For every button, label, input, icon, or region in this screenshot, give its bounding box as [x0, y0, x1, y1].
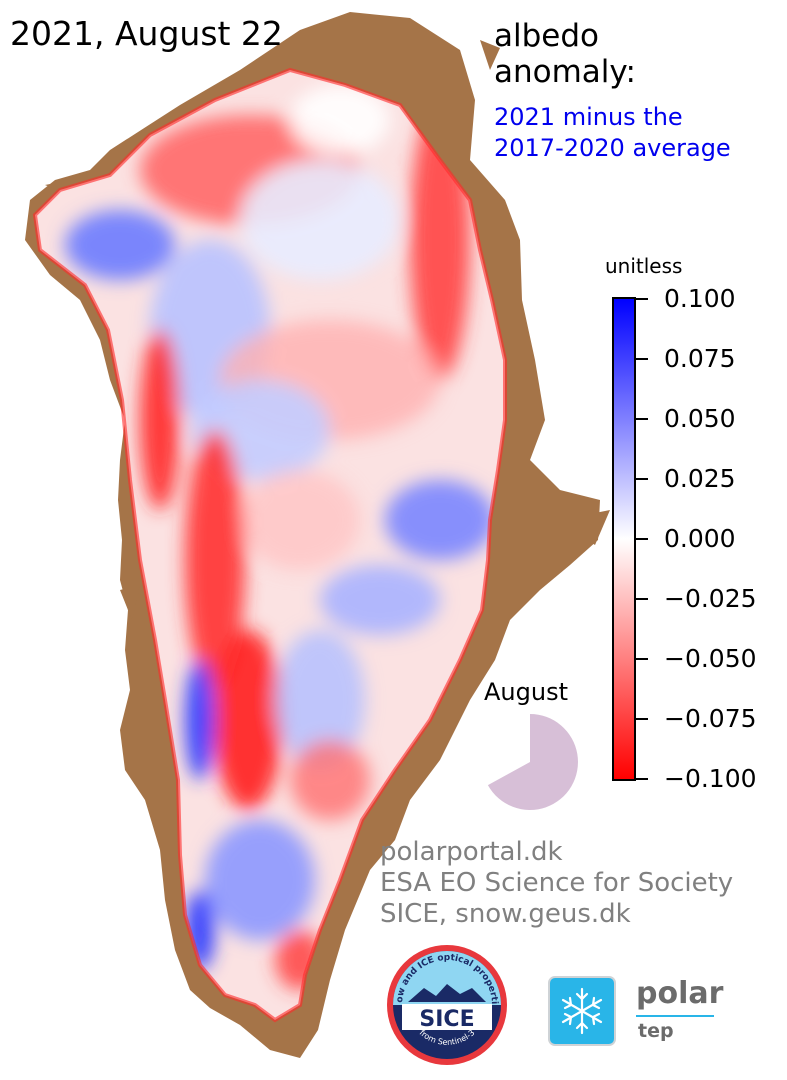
colorbar-tick-mark	[636, 298, 648, 300]
subheading-line-1: 2021 minus the	[494, 103, 683, 131]
colorbar-tick-label: 0.025	[664, 464, 736, 493]
map-subheading: 2021 minus the 2017-2020 average	[494, 102, 731, 164]
snowflake-icon	[561, 987, 603, 1035]
heading-line-2: anomaly:	[494, 54, 636, 90]
colorbar-tick-label: −0.100	[664, 764, 757, 793]
heading-line-1: albedo	[494, 18, 600, 54]
colorbar-unit: unitless	[605, 254, 683, 278]
credit-line-3: SICE, snow.geus.dk	[380, 899, 631, 929]
credit-line-1: polarportal.dk	[380, 837, 563, 867]
ice-margin	[32, 67, 507, 1023]
colorbar-tick-mark	[636, 658, 648, 660]
colorbar-tick-mark	[636, 358, 648, 360]
colorbar-tick-mark	[636, 598, 648, 600]
sice-logo: Snow and ICE optical properties SICE fro…	[384, 942, 507, 1065]
colorbar-tick-label: −0.025	[664, 584, 757, 613]
polar-tep-divider	[636, 1015, 714, 1017]
tep-word: tep	[638, 1020, 674, 1042]
month-label: August	[484, 678, 568, 706]
credit-line-2: ESA EO Science for Society	[380, 868, 734, 898]
polar-tep-logo	[548, 976, 616, 1046]
colorbar-tick-mark	[636, 538, 648, 540]
colorbar-tick-label: −0.050	[664, 644, 757, 673]
subheading-line-2: 2017-2020 average	[494, 134, 731, 162]
polar-word: polar	[636, 976, 724, 1011]
credits: polarportal.dk ESA EO Science for Societ…	[380, 837, 733, 930]
colorbar-tick-mark	[636, 778, 648, 780]
map-heading: albedo anomaly:	[494, 18, 636, 90]
colorbar-tick-label: −0.075	[664, 704, 757, 733]
colorbar-tick-label: 0.050	[664, 404, 736, 433]
month-pie-indicator	[487, 714, 578, 810]
colorbar-tick-mark	[636, 478, 648, 480]
colorbar-tick-mark	[636, 418, 648, 420]
colorbar-tick-label: 0.000	[664, 524, 736, 553]
colorbar-tick-label: 0.100	[664, 284, 736, 313]
colorbar-tick-mark	[636, 718, 648, 720]
date-title: 2021, August 22	[10, 14, 283, 53]
colorbar	[612, 297, 636, 781]
colorbar-tick-label: 0.075	[664, 344, 736, 373]
sice-word: SICE	[419, 1007, 474, 1032]
